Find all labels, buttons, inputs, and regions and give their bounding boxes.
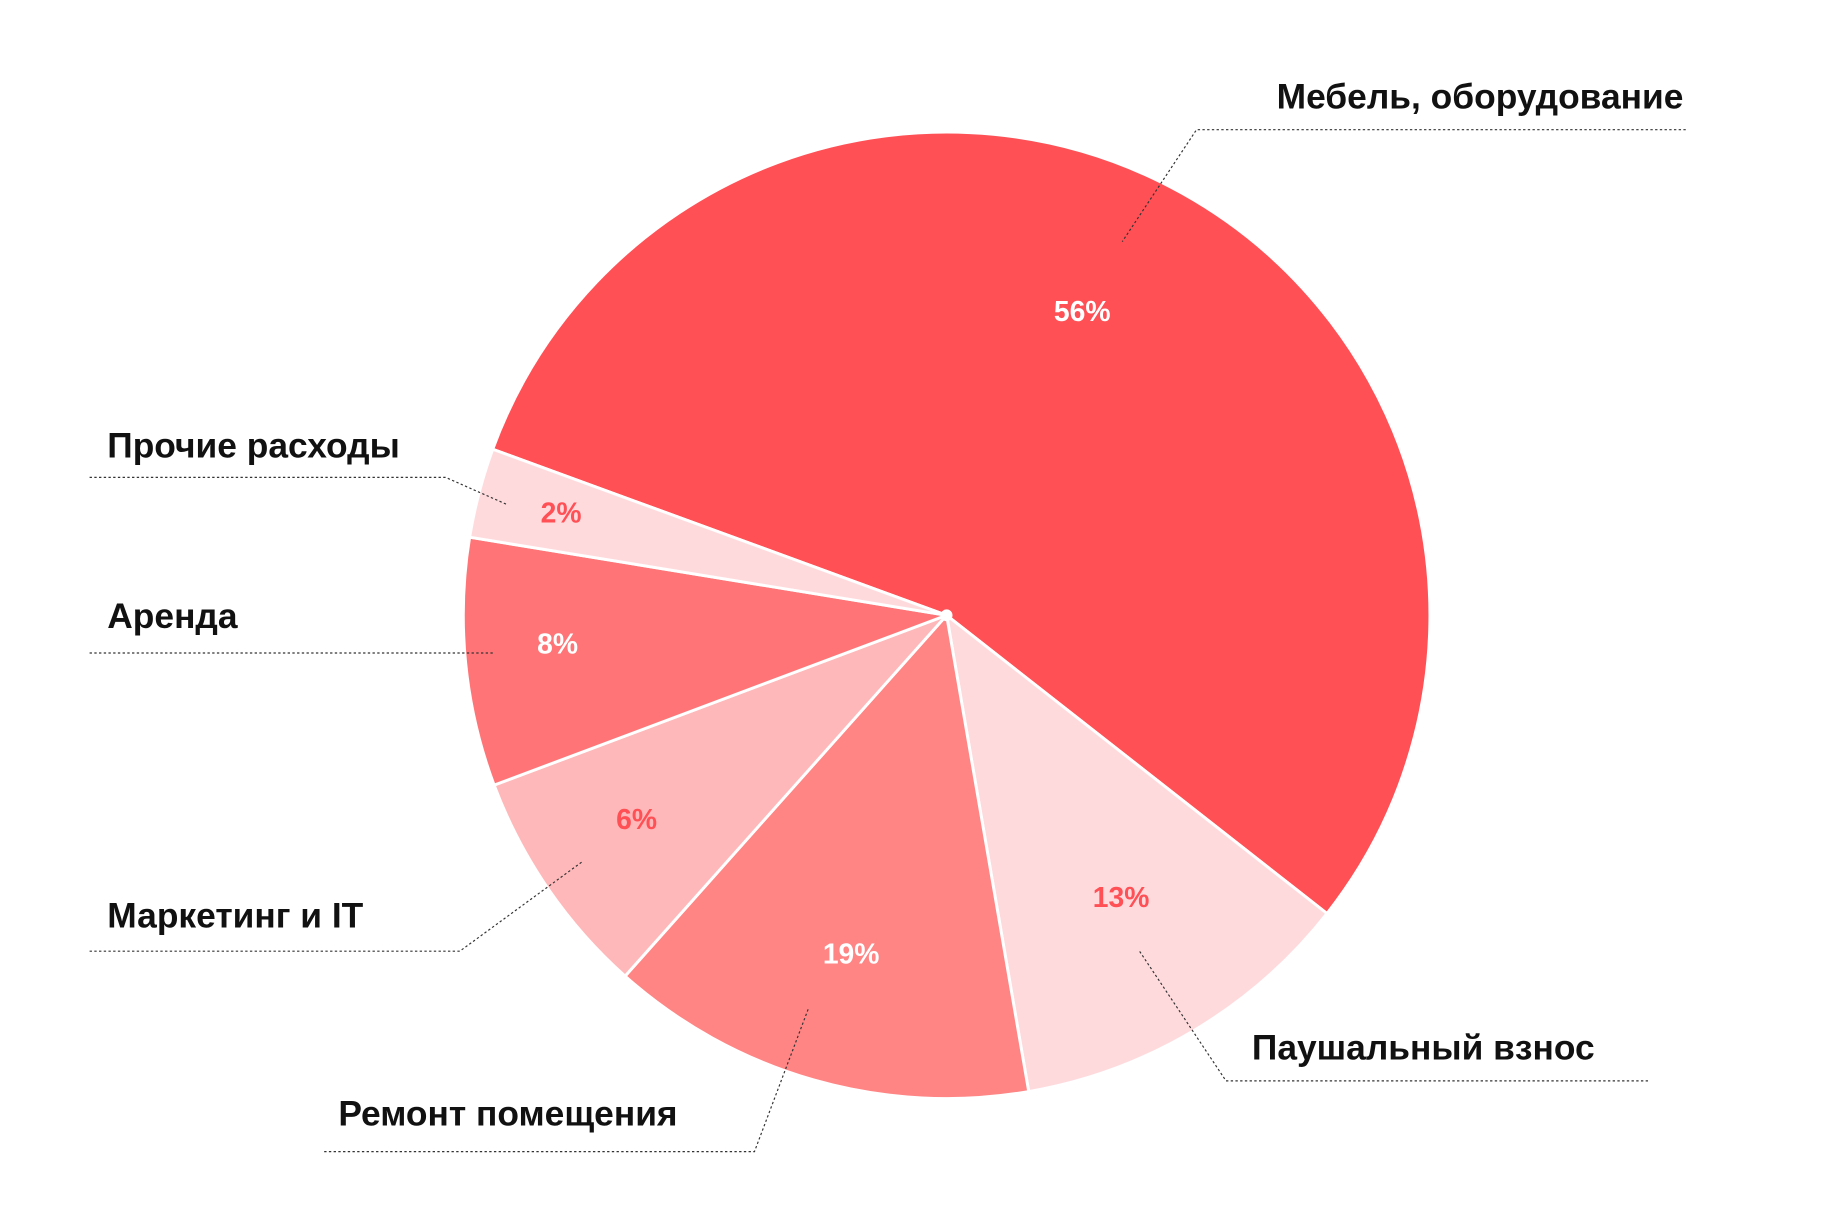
leader-line-remont bbox=[324, 1007, 810, 1153]
category-label: Прочие расходы bbox=[107, 426, 400, 465]
pie-slice bbox=[490, 130, 1432, 916]
category-label: Аренда bbox=[107, 597, 238, 636]
data-label: 8% bbox=[537, 627, 578, 659]
category-label: Ремонт помещения bbox=[338, 1095, 677, 1134]
pie-slice bbox=[944, 611, 1330, 1094]
leader-line-prochie bbox=[89, 476, 508, 506]
leader-line-paushalny bbox=[1138, 949, 1649, 1082]
pie-center-dot bbox=[940, 609, 953, 622]
data-label: 56% bbox=[1054, 295, 1111, 327]
category-label: Мебель, оборудование bbox=[1277, 77, 1684, 116]
data-label: 6% bbox=[616, 803, 657, 835]
data-label: 13% bbox=[1093, 881, 1150, 913]
pie-slice bbox=[461, 535, 953, 788]
data-label: 19% bbox=[823, 937, 880, 969]
category-label: Маркетинг и IT bbox=[107, 897, 363, 936]
pie-slice bbox=[492, 613, 948, 979]
category-label: Паушальный взнос bbox=[1252, 1029, 1595, 1068]
pie-slice bbox=[623, 612, 1031, 1100]
data-label: 2% bbox=[541, 497, 582, 529]
pie-slices bbox=[461, 130, 1432, 1100]
leader-line-marketing bbox=[89, 861, 583, 952]
